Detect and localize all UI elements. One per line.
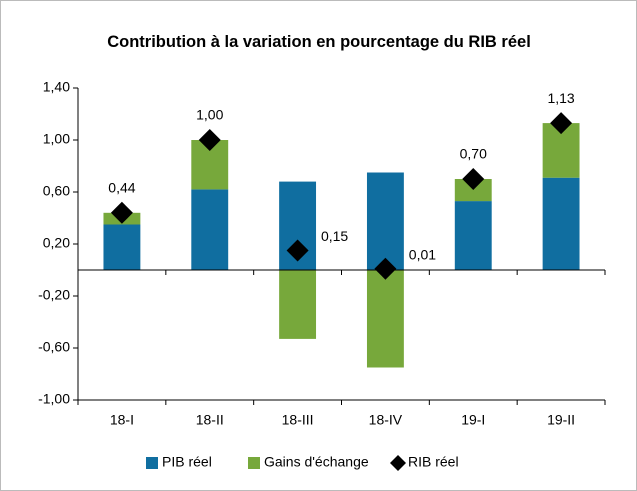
- y-tick-label: 1,00: [43, 131, 70, 147]
- y-tick-label: 0,20: [43, 235, 70, 251]
- x-tick-label: 18-I: [110, 412, 134, 428]
- y-tick-label: 1,40: [43, 79, 70, 95]
- x-tick-label: 18-IV: [369, 412, 403, 428]
- x-tick-label: 19-I: [461, 412, 485, 428]
- x-tick-label: 18-III: [282, 412, 314, 428]
- data-label: 0,01: [409, 246, 436, 262]
- chart-title: Contribution à la variation en pourcenta…: [107, 33, 531, 51]
- bar: [454, 201, 492, 270]
- diamond-marker: [198, 129, 221, 151]
- y-tick-label: -0,20: [38, 287, 70, 303]
- bar: [103, 224, 141, 270]
- y-tick-label: 0,60: [43, 183, 70, 199]
- x-tick-label: 19-II: [547, 412, 575, 428]
- data-label: 1,13: [547, 90, 574, 106]
- legend-swatch: [390, 455, 406, 471]
- legend-swatch: [248, 457, 260, 469]
- bar: [366, 270, 404, 368]
- data-label: 0,70: [460, 146, 487, 162]
- diamond-marker: [374, 257, 397, 280]
- y-tick-label: -1,00: [38, 391, 70, 407]
- bar: [542, 177, 580, 270]
- bar: [191, 189, 229, 270]
- bar: [366, 172, 404, 270]
- data-label: 1,00: [196, 107, 223, 123]
- data-label: 0,44: [108, 180, 135, 196]
- data-label: 0,15: [321, 228, 348, 244]
- diamond-marker: [110, 201, 133, 224]
- y-tick-label: -0,60: [38, 339, 70, 355]
- diamond-marker: [550, 112, 573, 135]
- legend-swatch: [146, 457, 158, 469]
- diamond-marker: [286, 239, 309, 262]
- legend-label: RIB réel: [408, 454, 459, 470]
- x-tick-label: 18-II: [196, 412, 224, 428]
- legend-label: Gains d'échange: [264, 454, 369, 470]
- diamond-marker: [462, 168, 485, 190]
- bar: [454, 179, 492, 202]
- bar: [279, 270, 317, 339]
- legend-label: PIB réel: [162, 454, 212, 470]
